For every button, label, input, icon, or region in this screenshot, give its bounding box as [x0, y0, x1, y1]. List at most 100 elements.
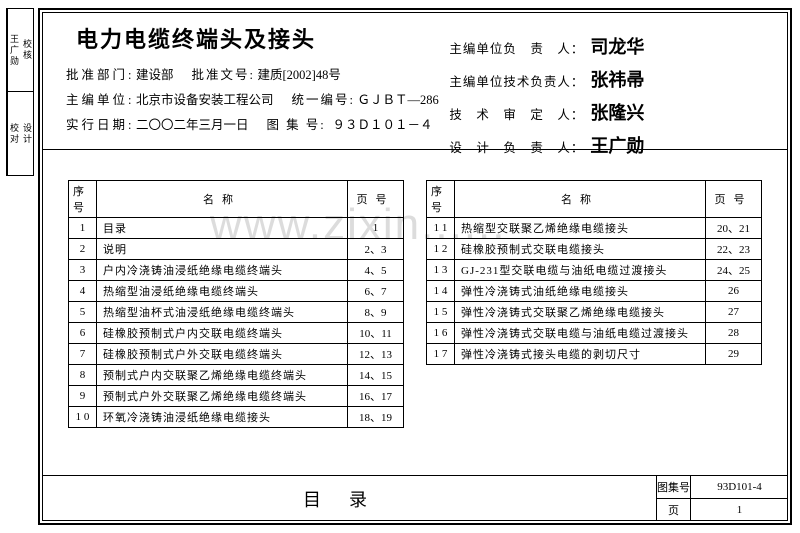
toc-index: 8: [69, 365, 97, 386]
toc-page: 12、13: [348, 344, 404, 365]
drawing-number: 93D101-4: [691, 476, 788, 498]
footer-label: 页: [657, 499, 691, 522]
toc-name: 热缩型油杯式油浸纸绝缘电缆终端头: [97, 302, 348, 323]
toc-index: 6: [69, 323, 97, 344]
table-row: 2说明2、3: [69, 239, 404, 260]
col-header: 名称: [97, 181, 348, 218]
meta-value: ９３Ｄ１０１－４: [333, 114, 433, 133]
table-row: 1 5弹性冷浇铸式交联聚乙烯绝缘电缆接头27: [427, 302, 762, 323]
meta-label: 统一编号:: [292, 89, 358, 108]
col-header: 序号: [427, 181, 455, 218]
toc-name: 户内冷浇铸油浸纸绝缘电缆终端头: [97, 260, 348, 281]
toc-page: 20、21: [706, 218, 762, 239]
toc-name: 环氧冷浇铸油浸纸绝缘电缆接头: [97, 407, 348, 428]
col-header: 页号: [348, 181, 404, 218]
table-row: 7硅橡胶预制式户外交联电缆终端头12、13: [69, 344, 404, 365]
tab-cell: 校对: [7, 92, 21, 175]
toc-index: 4: [69, 281, 97, 302]
toc-page: 8、9: [348, 302, 404, 323]
toc-name: 弹性冷浇铸式接头电缆的剥切尺寸: [455, 344, 706, 365]
toc-index: 9: [69, 386, 97, 407]
meta-value: 二〇〇二年三月一日: [136, 114, 249, 133]
footer-refbox: 图集号 93D101-4 页 1: [656, 476, 788, 521]
meta-value: ＧＪＢＴ—286: [358, 89, 439, 108]
signature-block: 主编单位负 责 人：司龙华主编单位技术负责人：张祎帚技 术 审 定 人：张隆兴设…: [439, 20, 774, 145]
table-row: 1目录1: [69, 218, 404, 239]
title-block: 电力电缆终端头及接头 批准部门:建设部批准文号:建质[2002]48号主编单位:…: [42, 12, 788, 150]
toc-page: 26: [706, 281, 762, 302]
tab-cell: 王广勋: [7, 9, 21, 91]
toc-name: 硅橡胶预制式交联电缆接头: [455, 239, 706, 260]
toc-name: 弹性冷浇铸式交联聚乙烯绝缘电缆接头: [455, 302, 706, 323]
table-row: 9预制式户外交联聚乙烯绝缘电缆终端头16、17: [69, 386, 404, 407]
meta-value: 建设部: [136, 64, 174, 83]
table-row: 8预制式户内交联聚乙烯绝缘电缆终端头14、15: [69, 365, 404, 386]
toc-page: 29: [706, 344, 762, 365]
table-row: 3户内冷浇铸油浸纸绝缘电缆终端头4、5: [69, 260, 404, 281]
title-left: 电力电缆终端头及接头 批准部门:建设部批准文号:建质[2002]48号主编单位:…: [66, 20, 439, 145]
table-row: 1 3GJ-231型交联电缆与油纸电缆过渡接头24、25: [427, 260, 762, 281]
table-row: 1 0环氧冷浇铸油浸纸绝缘电缆接头18、19: [69, 407, 404, 428]
toc-name: 预制式户外交联聚乙烯绝缘电缆终端头: [97, 386, 348, 407]
toc-index: 5: [69, 302, 97, 323]
signature: 张隆兴: [590, 99, 644, 125]
col-header: 页号: [706, 181, 762, 218]
signature: 王广勋: [590, 132, 644, 158]
meta-label: 批准部门:: [66, 64, 136, 83]
toc-index: 1 6: [427, 323, 455, 344]
toc-table-left: 序号名称页号1目录12说明2、33户内冷浇铸油浸纸绝缘电缆终端头4、54热缩型油…: [68, 180, 404, 428]
toc-index: 1 5: [427, 302, 455, 323]
signature-row: 设 计 负 责 人： 王广勋: [449, 132, 774, 158]
toc-index: 2: [69, 239, 97, 260]
toc-index: 1: [69, 218, 97, 239]
table-row: 1 1热缩型交联聚乙烯绝缘电缆接头20、21: [427, 218, 762, 239]
toc-page: 2、3: [348, 239, 404, 260]
toc-name: 目录: [97, 218, 348, 239]
toc-page: 18、19: [348, 407, 404, 428]
toc-name: 弹性冷浇铸式油纸绝缘电缆接头: [455, 281, 706, 302]
toc-index: 1 4: [427, 281, 455, 302]
toc-name: GJ-231型交联电缆与油纸电缆过渡接头: [455, 260, 706, 281]
signature-row: 技 术 审 定 人：张隆兴: [449, 99, 774, 125]
tab-cell: 校核: [21, 9, 34, 91]
footer-label: 图集号: [657, 476, 691, 498]
document-title: 电力电缆终端头及接头: [76, 22, 439, 54]
sig-label: 设 计 负 责 人：: [449, 137, 584, 156]
toc-page: 28: [706, 323, 762, 344]
meta-label: 主编单位:: [66, 89, 136, 108]
table-row: 4热缩型油浸纸绝缘电缆终端头6、7: [69, 281, 404, 302]
toc-name: 热缩型油浸纸绝缘电缆终端头: [97, 281, 348, 302]
toc-name: 弹性冷浇铸式交联电缆与油纸电缆过渡接头: [455, 323, 706, 344]
toc-page: 16、17: [348, 386, 404, 407]
drawing-sheet: www.zixin...... 王广勋 校核 校对 设计 电力电缆终端头及接头 …: [0, 0, 800, 533]
signature-row: 主编单位负 责 人：司龙华: [449, 33, 774, 59]
signature: 张祎帚: [590, 66, 644, 92]
toc-name: 硅橡胶预制式户内交联电缆终端头: [97, 323, 348, 344]
meta-value: 北京市设备安装工程公司: [136, 89, 274, 108]
toc-name: 预制式户内交联聚乙烯绝缘电缆终端头: [97, 365, 348, 386]
toc-page: 24、25: [706, 260, 762, 281]
toc-page: 14、15: [348, 365, 404, 386]
col-header: 序号: [69, 181, 97, 218]
toc-table-right: 序号名称页号1 1热缩型交联聚乙烯绝缘电缆接头20、211 2硅橡胶预制式交联电…: [426, 180, 762, 365]
page-number: 1: [691, 499, 788, 522]
table-row: 5热缩型油杯式油浸纸绝缘电缆终端头8、9: [69, 302, 404, 323]
meta-label: 图 集 号:: [267, 114, 333, 133]
toc-page: 10、11: [348, 323, 404, 344]
toc-page: 27: [706, 302, 762, 323]
meta-row: 主编单位:北京市设备安装工程公司统一编号:ＧＪＢＴ—286: [66, 89, 439, 108]
signature-row: 主编单位技术负责人： 张祎帚: [449, 66, 774, 92]
toc-index: 1 2: [427, 239, 455, 260]
meta-row: 批准部门:建设部批准文号:建质[2002]48号: [66, 64, 439, 83]
toc-index: 3: [69, 260, 97, 281]
table-row: 1 4弹性冷浇铸式油纸绝缘电缆接头26: [427, 281, 762, 302]
sig-label: 主编单位技术负责人：: [449, 71, 584, 90]
table-row: 1 7弹性冷浇铸式接头电缆的剥切尺寸29: [427, 344, 762, 365]
binding-tab: 王广勋 校核 校对 设计: [6, 8, 34, 176]
toc-area: 序号名称页号1目录12说明2、33户内冷浇铸油浸纸绝缘电缆终端头4、54热缩型油…: [42, 170, 788, 473]
meta-row: 实行日期:二〇〇二年三月一日图 集 号:９３Ｄ１０１－４: [66, 114, 439, 133]
toc-index: 1 7: [427, 344, 455, 365]
meta-label: 实行日期:: [66, 114, 136, 133]
toc-page: 22、23: [706, 239, 762, 260]
col-header: 名称: [455, 181, 706, 218]
